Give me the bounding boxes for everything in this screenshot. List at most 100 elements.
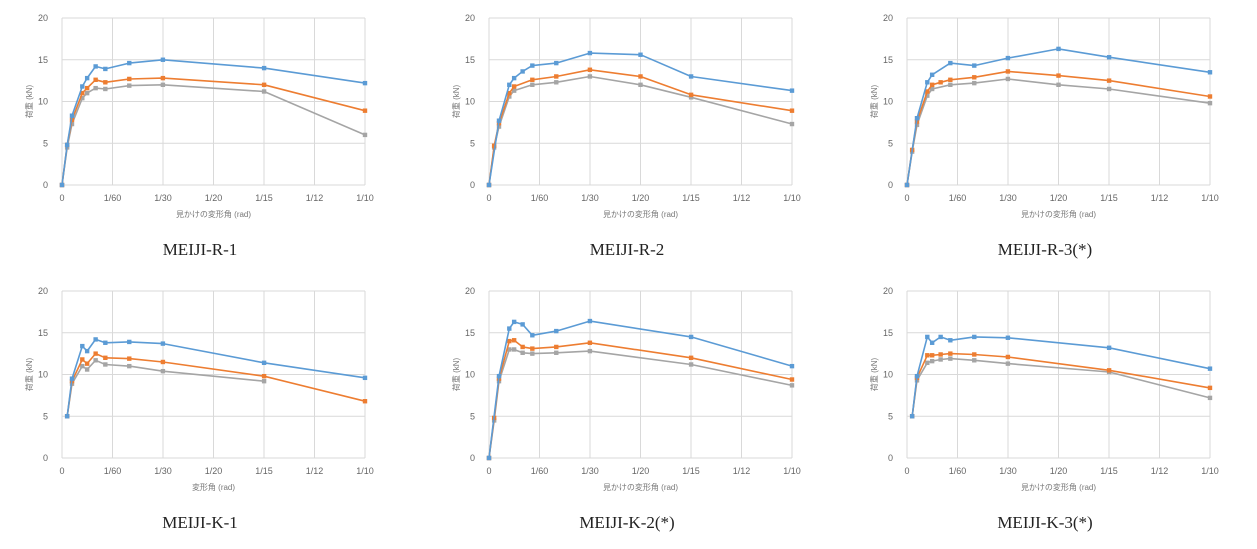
series-lower-point — [520, 350, 525, 355]
series-middle-point — [80, 90, 85, 96]
x-tick-label: 1/20 — [205, 193, 223, 203]
series-middle-point — [362, 399, 368, 404]
y-axis-label: 荷重 (kN) — [451, 85, 461, 119]
y-tick-label: 5 — [888, 411, 893, 421]
series-upper-point — [688, 74, 694, 79]
series-middle-point — [511, 84, 517, 89]
series-middle-point — [261, 373, 267, 379]
series-upper-point — [103, 340, 108, 345]
series-upper-point — [507, 82, 512, 87]
y-axis-label: 荷重 (kN) — [869, 358, 879, 392]
series-lower-point — [160, 82, 166, 87]
series-middle-point — [1106, 78, 1112, 83]
series-upper-point — [69, 113, 75, 118]
series-upper-point — [127, 339, 132, 345]
x-tick-label: 1/60 — [531, 193, 549, 203]
series-upper-point — [84, 75, 90, 81]
series-upper-point — [530, 63, 535, 68]
series-upper-point — [688, 334, 694, 340]
series-middle-point — [789, 108, 795, 113]
x-tick-label: 1/10 — [356, 466, 374, 476]
series-middle-point — [554, 74, 559, 79]
x-tick-label: 1/12 — [733, 193, 751, 203]
series-upper-point — [789, 363, 795, 369]
series-upper-point — [789, 88, 795, 93]
series-upper-point — [496, 118, 502, 123]
chart-meiji-r-3: 0 5 10 15 20 0 1/60 1/30 1/20 1/15 1/12 1/10 見かけの変形角… — [869, 13, 1219, 219]
series-upper-point — [93, 337, 98, 342]
series-middle-point — [362, 108, 368, 113]
series-upper-point — [1106, 345, 1112, 350]
x-tick-label: 1/30 — [581, 193, 599, 203]
series-lower-point — [948, 82, 953, 87]
x-tick-label: 1/60 — [104, 193, 122, 203]
series-lower-point — [80, 95, 85, 101]
x-tick-label: 1/15 — [682, 466, 700, 476]
series-middle-point — [948, 351, 953, 356]
series-lower-point — [925, 93, 930, 98]
series-middle-point — [638, 74, 643, 79]
series-middle-point — [520, 344, 525, 350]
series-middle-point — [103, 80, 108, 85]
x-tick-label: 1/10 — [1201, 466, 1219, 476]
x-tick-label: 1/20 — [1050, 466, 1068, 476]
series-middle-point — [948, 77, 953, 82]
series-middle-point — [554, 344, 559, 350]
series-upper-point — [486, 182, 492, 188]
series-lower-point — [362, 132, 368, 138]
x-tick-label: 1/20 — [1050, 193, 1068, 203]
series-lower-point — [938, 357, 943, 362]
y-tick-label: 20 — [38, 286, 48, 296]
x-tick-label: 1/15 — [682, 193, 700, 203]
x-tick-label: 1/15 — [255, 466, 273, 476]
series-middle-point — [972, 75, 977, 80]
series-middle-point — [84, 85, 90, 91]
series-upper-point — [914, 373, 920, 379]
x-tick-label: 1/60 — [531, 466, 549, 476]
series-upper-point — [496, 373, 502, 379]
y-tick-label: 10 — [38, 97, 48, 107]
series-upper-point — [64, 142, 70, 148]
series-upper-point — [160, 341, 166, 346]
chart-panel-meiji-r-3: 0 5 10 15 20 0 1/60 1/30 1/20 1/15 1/12 1/10 見かけの変形角… — [865, 0, 1225, 265]
series-upper-point — [938, 334, 943, 340]
x-tick-label: 0 — [904, 193, 909, 203]
x-tick-label: 1/10 — [1201, 193, 1219, 203]
series-lower-point — [972, 358, 977, 363]
series-lower-point — [261, 89, 267, 94]
x-tick-label: 1/12 — [306, 466, 324, 476]
x-tick-label: 1/10 — [783, 193, 801, 203]
x-tick-label: 1/20 — [632, 193, 650, 203]
series-middle-point — [127, 356, 132, 361]
series-lower-point — [638, 82, 643, 87]
series-lower-point — [103, 362, 108, 367]
series-upper-point — [948, 338, 953, 343]
series-upper-point — [520, 69, 525, 74]
series-upper-point — [929, 72, 935, 77]
x-tick-label: 1/60 — [949, 466, 967, 476]
series-upper-point — [530, 333, 535, 338]
series-lower-point — [972, 80, 977, 86]
series-lower-point — [929, 358, 935, 364]
series-upper-point — [261, 65, 267, 71]
x-tick-label: 1/20 — [632, 466, 650, 476]
chart-meiji-k-3: 0 5 10 15 20 0 1/60 1/30 1/20 1/15 1/12 1/10 見かけの変形角… — [869, 286, 1219, 492]
series-upper-point — [638, 52, 643, 57]
series-lower-point — [925, 360, 930, 366]
series-middle-point — [587, 67, 593, 72]
series-upper-point — [59, 182, 65, 188]
y-axis-label: 荷重 (kN) — [24, 358, 34, 392]
series-middle-point — [929, 353, 935, 358]
series-middle-line — [66, 352, 366, 417]
series-lower-point — [103, 86, 108, 92]
y-tick-label: 0 — [888, 180, 893, 190]
series-upper-point — [1056, 46, 1061, 52]
x-tick-label: 0 — [59, 193, 64, 203]
x-tick-label: 1/10 — [356, 193, 374, 203]
x-tick-label: 1/12 — [733, 466, 751, 476]
x-tick-label: 1/30 — [154, 193, 172, 203]
series-lower-point — [929, 86, 935, 92]
y-axis-label: 荷重 (kN) — [24, 85, 34, 119]
series-lower-point — [84, 367, 90, 372]
y-tick-label: 10 — [465, 370, 475, 380]
